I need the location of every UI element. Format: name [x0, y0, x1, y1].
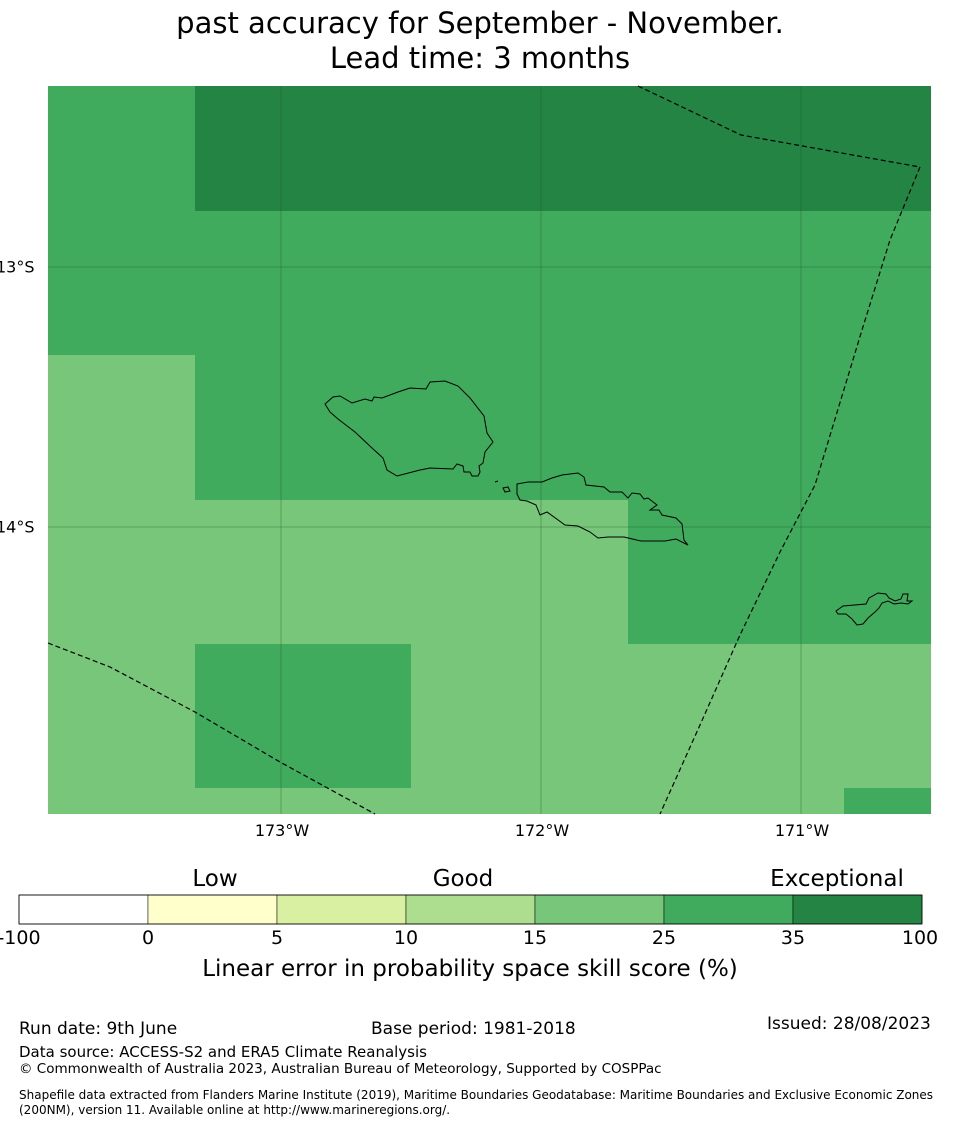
colorbar-bin [405, 894, 536, 925]
savaii-island [324, 380, 494, 477]
map-title-line1: past accuracy for September - November. [176, 6, 784, 40]
copyright-notice: © Commonwealth of Australia 2023, Austra… [19, 1061, 662, 1077]
base-period: Base period: 1981-2018 [371, 1019, 576, 1039]
colorbar-tick-label: -100 [0, 927, 41, 949]
colorbar-bin [147, 894, 278, 925]
lon-label-173w: 173°W [254, 821, 310, 840]
colorbar-title: Linear error in probability space skill … [202, 956, 738, 982]
manono-islet [502, 486, 511, 493]
colorbar-tick-label: 10 [393, 927, 419, 949]
colorbar [18, 894, 923, 925]
eez-boundary-east [659, 166, 921, 815]
shapefile-credit-line1: Shapefile data extracted from Flanders M… [19, 1088, 934, 1102]
lat-label-13s: 13°S [0, 257, 35, 277]
legend-category-good: Good [432, 866, 494, 892]
colorbar-bin [792, 894, 923, 925]
colorbar-tick-label: 15 [522, 927, 548, 949]
skill-cell [628, 500, 931, 644]
islands [324, 380, 914, 626]
issued-date: Issued: 28/08/2023 [767, 1014, 931, 1034]
legend-category-exceptional: Exceptional [770, 866, 904, 892]
skill-cell [195, 644, 411, 788]
colorbar-bin [18, 894, 149, 925]
eez-boundary-north [637, 85, 921, 168]
colorbar-bin [663, 894, 794, 925]
colorbar-tick-label: 100 [901, 927, 939, 949]
run-date: Run date: 9th June [19, 1019, 178, 1039]
graticule [48, 86, 931, 814]
skill-cell [48, 86, 195, 355]
colorbar-tick-label: 0 [141, 927, 155, 949]
data-source: Data source: ACCESS-S2 and ERA5 Climate … [19, 1043, 427, 1061]
lon-label-172w: 172°W [514, 821, 570, 840]
apolima-islet [494, 480, 499, 483]
tutuila-island [835, 592, 914, 626]
colorbar-tick-label: 5 [270, 927, 284, 949]
eez-boundaries [47, 85, 921, 815]
colorbar-bin [534, 894, 665, 925]
skill-cell [195, 86, 931, 211]
colorbar-tick-label: 35 [780, 927, 806, 949]
lat-label-14s: 14°S [0, 517, 35, 537]
colorbar-bin [276, 894, 407, 925]
legend-category-low: Low [192, 866, 238, 892]
upolu-island [516, 472, 689, 546]
map-title-line2: Lead time: 3 months [329, 41, 631, 75]
shapefile-credit-line2: (200NM), version 11. Available online at… [19, 1103, 451, 1117]
colorbar-tick-label: 25 [651, 927, 677, 949]
eez-boundary-southwest [47, 642, 376, 815]
skill-grid [48, 86, 931, 814]
colorbar-frame [18, 894, 923, 925]
lon-label-171w: 171°W [774, 821, 830, 840]
skill-cell [844, 788, 931, 814]
